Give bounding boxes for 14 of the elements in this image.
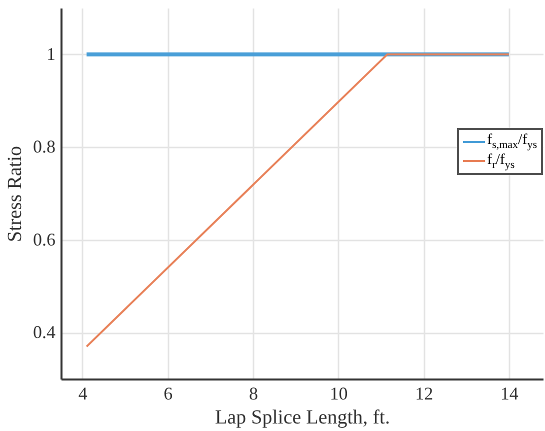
x-tick-label: 4 — [78, 384, 88, 404]
y-tick-label: 1 — [46, 44, 56, 64]
y-tick-label: 0.4 — [33, 322, 56, 342]
y-tick-label: 0.8 — [33, 136, 56, 157]
y-axis-title: Stress Ratio — [4, 146, 26, 242]
legend-label: f$_{s,max}$/f$_{ys}$ — [487, 132, 537, 152]
x-tick-label: 12 — [415, 384, 434, 404]
x-tick-label: 8 — [248, 384, 258, 404]
x-tick-label: 10 — [330, 384, 348, 404]
x-axis-title: Lap Splice Length, ft. — [215, 406, 390, 428]
legend-label: f$_{r}$/f$_{ys}$ — [487, 152, 515, 172]
y-tick-label: 0.6 — [33, 229, 56, 250]
x-tick-label: 6 — [164, 384, 173, 404]
x-tick-label: 14 — [500, 384, 518, 404]
